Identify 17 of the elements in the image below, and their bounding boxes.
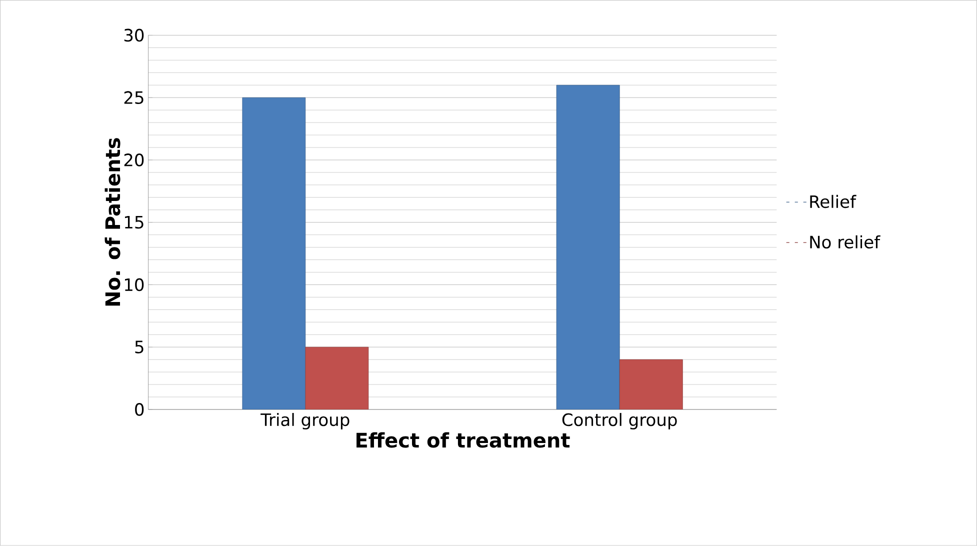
y-tick-label: 30 xyxy=(124,28,144,42)
bar xyxy=(619,359,683,410)
y-tick-label: 10 xyxy=(125,278,144,292)
y-axis-title: No. of Patients xyxy=(104,138,120,306)
y-tick-label: 25 xyxy=(124,91,144,104)
x-tick-label: Control group xyxy=(562,413,677,430)
bar xyxy=(556,85,620,410)
text: Relief xyxy=(810,195,856,208)
x-tick-label: Trial group xyxy=(260,413,350,430)
y-tick-label: 20 xyxy=(124,154,144,167)
legend-label: No relief xyxy=(810,235,880,249)
y-tick-label: 15 xyxy=(125,216,144,229)
bar xyxy=(242,98,306,410)
y-tick-label: 5 xyxy=(135,340,144,354)
y-tick-label: 0 xyxy=(135,403,144,416)
x-axis-title: Effect of treatment xyxy=(356,432,570,448)
bar xyxy=(305,347,369,410)
